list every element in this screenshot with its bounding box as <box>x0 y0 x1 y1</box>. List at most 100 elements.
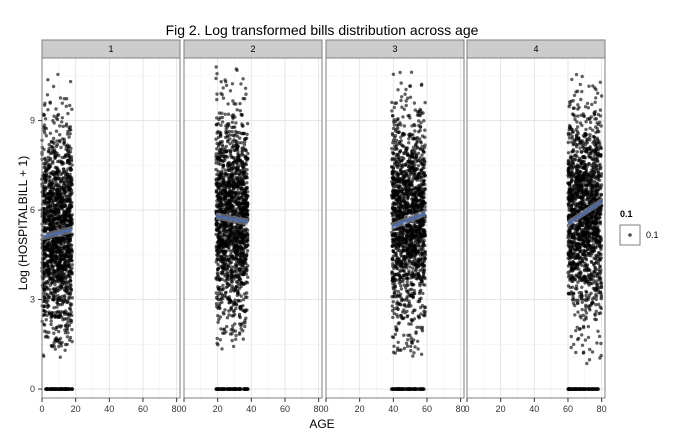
data-point <box>66 319 70 324</box>
data-point <box>229 233 233 238</box>
data-point <box>392 344 396 348</box>
data-point <box>396 153 400 157</box>
data-point <box>65 185 70 189</box>
data-point <box>41 291 46 296</box>
data-point <box>418 128 422 133</box>
data-point <box>230 314 234 318</box>
data-point <box>405 280 409 284</box>
data-point <box>216 320 220 324</box>
data-point <box>215 92 219 96</box>
data-point <box>57 268 62 272</box>
data-point <box>234 273 238 277</box>
data-point <box>241 77 245 81</box>
data-point <box>236 235 241 239</box>
data-point <box>60 340 64 345</box>
data-point <box>61 237 65 241</box>
data-point <box>238 282 242 287</box>
data-point <box>399 81 403 85</box>
data-point <box>49 319 53 323</box>
data-point <box>409 70 414 75</box>
data-point <box>49 322 53 327</box>
data-point <box>215 221 219 225</box>
data-point <box>231 344 236 349</box>
data-point <box>239 208 243 212</box>
data-point <box>246 275 250 279</box>
data-point <box>222 312 226 316</box>
data-point <box>221 96 226 100</box>
data-point <box>224 285 228 290</box>
data-point <box>51 213 55 217</box>
data-point <box>48 131 53 135</box>
data-point <box>421 150 426 154</box>
data-point <box>397 188 402 192</box>
zero-bill-point <box>45 387 49 391</box>
data-point <box>244 194 248 198</box>
data-point <box>223 201 228 205</box>
data-point <box>419 305 423 310</box>
facet-strip-label: 2 <box>250 44 255 54</box>
data-point <box>63 240 68 244</box>
data-point <box>242 173 246 177</box>
data-point <box>239 252 243 256</box>
data-point <box>63 328 67 332</box>
data-point <box>68 335 73 340</box>
data-point <box>241 282 245 286</box>
data-point <box>401 245 405 249</box>
data-point <box>46 205 50 209</box>
data-point <box>225 185 229 189</box>
data-point <box>68 79 73 84</box>
data-point <box>224 204 228 208</box>
data-point <box>61 300 66 304</box>
data-point <box>420 232 424 236</box>
data-point <box>61 187 65 191</box>
data-point <box>50 148 54 153</box>
data-point <box>393 351 397 355</box>
data-point <box>404 341 409 345</box>
data-point <box>227 123 231 128</box>
data-point <box>216 169 220 173</box>
data-point <box>63 175 68 180</box>
data-point <box>245 201 250 205</box>
data-point <box>240 122 244 126</box>
data-point <box>59 219 64 223</box>
data-point <box>414 224 419 229</box>
data-point <box>217 204 221 208</box>
data-point <box>66 158 71 162</box>
data-point <box>390 295 394 299</box>
data-point <box>227 242 231 246</box>
data-point <box>402 254 407 259</box>
trend-line <box>41 228 73 238</box>
data-point <box>402 333 406 337</box>
data-point <box>43 131 47 135</box>
data-point <box>391 126 396 131</box>
data-point <box>407 168 411 172</box>
data-point <box>219 154 224 159</box>
data-point <box>43 210 47 215</box>
data-point <box>234 250 239 254</box>
data-point <box>238 331 242 335</box>
data-point <box>401 316 405 320</box>
data-point <box>397 238 401 242</box>
data-point <box>226 102 230 106</box>
data-point <box>242 143 247 147</box>
data-point <box>414 276 418 280</box>
data-point <box>63 154 67 158</box>
data-point <box>64 251 69 256</box>
data-point <box>55 300 59 305</box>
data-point <box>65 132 70 136</box>
data-point <box>223 112 227 117</box>
data-point <box>230 338 234 343</box>
data-point <box>422 119 426 123</box>
data-point <box>232 231 237 235</box>
data-point <box>51 326 55 330</box>
data-point <box>216 234 221 239</box>
data-point <box>221 196 225 200</box>
data-point <box>54 144 58 149</box>
data-point <box>422 313 426 318</box>
data-point <box>43 270 47 275</box>
data-point <box>404 233 409 237</box>
data-point <box>230 254 234 258</box>
data-point <box>42 113 46 117</box>
data-point <box>243 97 247 101</box>
data-point <box>231 116 235 121</box>
